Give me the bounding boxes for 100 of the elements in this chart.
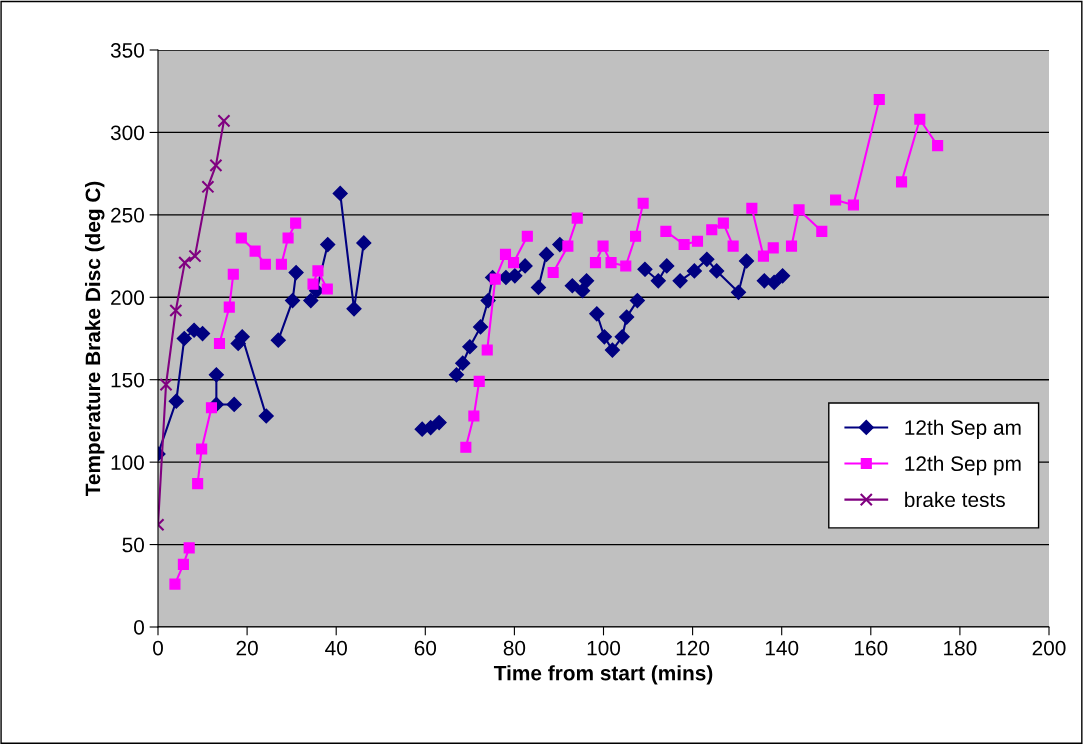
point: [709, 263, 725, 279]
y-tick-label: 150: [111, 372, 144, 388]
point: [288, 264, 304, 281]
point: [284, 293, 301, 309]
point: [738, 253, 755, 269]
point: [637, 261, 653, 277]
point: [650, 273, 666, 289]
point: [775, 268, 791, 284]
x-tick-label: 180: [944, 640, 977, 656]
point: [727, 240, 739, 252]
point: [538, 246, 555, 262]
point: [217, 114, 231, 128]
point: [932, 140, 944, 152]
x-tick-label: 140: [765, 640, 799, 656]
point: [356, 235, 372, 251]
point: [589, 306, 605, 322]
x-tick-label: 120: [676, 640, 710, 656]
point: [530, 279, 547, 295]
point: [455, 355, 471, 371]
y-tick-label: 0: [134, 620, 144, 635]
point: [574, 283, 591, 299]
point: [168, 393, 184, 409]
point: [605, 257, 617, 269]
y-tick-label: 100: [111, 455, 144, 470]
point: [460, 441, 472, 453]
point: [307, 278, 319, 290]
point: [205, 402, 218, 414]
point: [678, 238, 690, 251]
point: [275, 258, 287, 270]
point: [176, 330, 192, 347]
point: [847, 199, 859, 211]
point: [517, 258, 533, 274]
point: [571, 212, 583, 224]
point: [462, 339, 478, 355]
point: [767, 242, 779, 254]
y-tick-label: 200: [111, 290, 144, 306]
legend-label: 12th Sep am: [905, 419, 1021, 440]
y-axis-title: Temperature Brake Disc (deg C): [84, 181, 105, 497]
point: [785, 240, 798, 252]
point: [562, 240, 574, 252]
point: [699, 251, 715, 267]
y-tick-label: 300: [110, 125, 144, 141]
point: [448, 367, 465, 383]
legend-label: 12th Sep pm: [905, 455, 1021, 476]
x-tick-label: 20: [236, 640, 258, 656]
point: [757, 250, 769, 262]
point: [235, 232, 247, 244]
point: [431, 415, 447, 431]
point: [614, 329, 630, 345]
point: [159, 378, 173, 392]
point: [303, 293, 319, 309]
point: [596, 329, 612, 345]
point: [620, 260, 632, 272]
x-tick-label: 60: [414, 640, 437, 656]
point: [691, 235, 704, 247]
x-tick-label: 80: [503, 640, 526, 656]
point: [270, 332, 286, 348]
point: [209, 158, 223, 172]
point: [686, 263, 702, 279]
point: [169, 303, 183, 318]
y-tick-label: 250: [111, 207, 144, 223]
point: [468, 410, 480, 422]
point: [183, 542, 195, 554]
point: [499, 248, 512, 260]
point: [873, 93, 885, 106]
point: [604, 342, 620, 358]
point: [321, 283, 333, 295]
point: [717, 217, 729, 229]
point: [630, 230, 642, 242]
point: [213, 337, 226, 350]
point: [507, 268, 523, 284]
point: [169, 578, 181, 590]
point: [507, 257, 520, 269]
point: [312, 265, 324, 277]
point: [481, 344, 493, 356]
point: [226, 396, 242, 413]
x-tick-label: 0: [153, 640, 163, 656]
point: [258, 408, 274, 424]
point: [259, 258, 271, 270]
x-tick-label: 40: [325, 640, 347, 656]
point: [194, 325, 211, 342]
x-tick-label: 160: [855, 640, 888, 656]
point: [629, 293, 645, 309]
point: [660, 225, 672, 237]
point: [830, 194, 842, 206]
point: [473, 375, 485, 387]
point: [208, 367, 224, 383]
point: [192, 478, 204, 490]
y-tick-label: 350: [110, 43, 144, 58]
point: [223, 301, 235, 313]
point: [196, 443, 208, 455]
point: [346, 301, 362, 317]
legend-label: brake tests: [905, 491, 1005, 508]
point: [895, 176, 908, 188]
point: [766, 274, 782, 291]
y-tick-label: 50: [122, 537, 144, 553]
point: [547, 267, 559, 279]
x-axis-title: Time from start (mins): [493, 665, 713, 685]
point: [619, 309, 635, 325]
point: [589, 257, 602, 269]
